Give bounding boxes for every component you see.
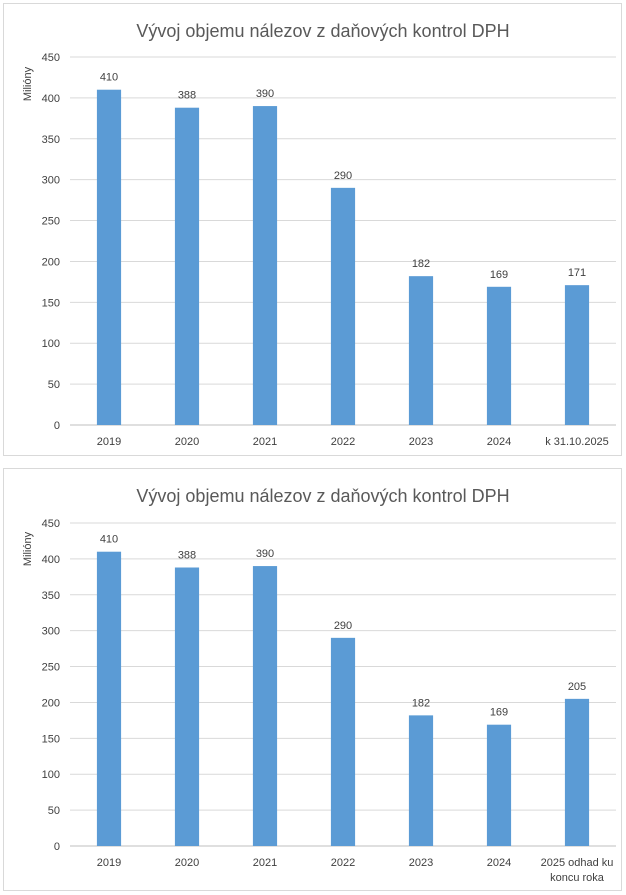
y-tick-label: 0 bbox=[54, 420, 60, 432]
data-label: 390 bbox=[256, 88, 274, 100]
bar-chart-current: Vývoj objemu nálezov z daňových kontrol … bbox=[22, 21, 616, 448]
x-tick-label-line: 2021 bbox=[253, 436, 277, 448]
y-tick-label: 50 bbox=[48, 379, 60, 391]
bar-0 bbox=[96, 89, 122, 425]
y-tick-label: 150 bbox=[42, 733, 60, 745]
x-tick-label: 2021 bbox=[253, 857, 277, 869]
bar-4 bbox=[408, 276, 434, 425]
data-label: 410 bbox=[100, 534, 118, 546]
chart-title: Vývoj objemu nálezov z daňových kontrol … bbox=[136, 486, 509, 506]
x-tick-label-line: 2023 bbox=[409, 857, 433, 869]
x-tick-label: 2019 bbox=[97, 857, 121, 869]
bar-5 bbox=[486, 286, 512, 425]
y-tick-label: 300 bbox=[42, 175, 60, 187]
y-tick-label: 150 bbox=[42, 297, 60, 309]
x-tick-label: 2023 bbox=[409, 857, 433, 869]
x-tick-label: 2025 odhad ku koncu roka bbox=[541, 857, 614, 884]
x-tick-label: 2023 bbox=[409, 436, 433, 448]
y-tick-label: 100 bbox=[42, 769, 60, 781]
y-tick-label: 300 bbox=[42, 626, 60, 638]
data-label: 182 bbox=[412, 258, 430, 270]
x-tick-label-line: 2021 bbox=[253, 857, 277, 869]
y-tick-label: 200 bbox=[42, 256, 60, 268]
data-label: 388 bbox=[178, 90, 196, 102]
bar-3 bbox=[330, 637, 356, 846]
data-label: 390 bbox=[256, 548, 274, 560]
x-tick-label-line: 2019 bbox=[97, 857, 121, 869]
y-tick-label: 0 bbox=[54, 841, 60, 853]
bar-2 bbox=[252, 106, 278, 426]
y-tick-label: 250 bbox=[42, 662, 60, 674]
x-tick-label: 2022 bbox=[331, 436, 355, 448]
chart-title: Vývoj objemu nálezov z daňových kontrol … bbox=[136, 21, 509, 41]
x-tick-label: 2022 bbox=[331, 857, 355, 869]
bar-4 bbox=[408, 715, 434, 846]
bar-3 bbox=[330, 187, 356, 425]
x-tick-label-line: 2024 bbox=[487, 436, 511, 448]
y-tick-label: 400 bbox=[42, 93, 60, 105]
x-tick-label: 2020 bbox=[175, 857, 199, 869]
y-tick-label: 350 bbox=[42, 590, 60, 602]
data-label: 290 bbox=[334, 170, 352, 182]
x-tick-label: 2019 bbox=[97, 436, 121, 448]
x-tick-label-line: 2023 bbox=[409, 436, 433, 448]
x-tick-label: k 31.10.2025 bbox=[545, 436, 609, 448]
chart-panel-current: Vývoj objemu nálezov z daňových kontrol … bbox=[3, 3, 622, 456]
y-axis-label: Milióny bbox=[22, 66, 34, 101]
y-tick-label: 250 bbox=[42, 216, 60, 228]
data-label: 169 bbox=[490, 707, 508, 719]
y-tick-label: 100 bbox=[42, 338, 60, 350]
bar-1 bbox=[174, 567, 200, 846]
x-tick-label-line: 2025 odhad ku bbox=[541, 857, 614, 869]
y-tick-label: 400 bbox=[42, 554, 60, 566]
y-tick-label: 200 bbox=[42, 697, 60, 709]
x-tick-label: 2021 bbox=[253, 436, 277, 448]
chart-panel-estimate: Vývoj objemu nálezov z daňových kontrol … bbox=[3, 468, 622, 891]
x-tick-label-line: k 31.10.2025 bbox=[545, 436, 609, 448]
bar-0 bbox=[96, 551, 122, 846]
data-label: 182 bbox=[412, 697, 430, 709]
bar-5 bbox=[486, 724, 512, 846]
x-tick-label-line: 2022 bbox=[331, 436, 355, 448]
bar-1 bbox=[174, 107, 200, 426]
x-tick-label-line: 2020 bbox=[175, 857, 199, 869]
x-tick-label-line: koncu roka bbox=[550, 872, 605, 884]
x-tick-label: 2020 bbox=[175, 436, 199, 448]
x-tick-label-line: 2019 bbox=[97, 436, 121, 448]
data-label: 290 bbox=[334, 620, 352, 632]
x-tick-label: 2024 bbox=[487, 857, 511, 869]
y-tick-label: 350 bbox=[42, 134, 60, 146]
bar-6 bbox=[564, 698, 590, 846]
bar-2 bbox=[252, 566, 278, 846]
x-tick-label-line: 2024 bbox=[487, 857, 511, 869]
data-label: 410 bbox=[100, 72, 118, 84]
y-tick-label: 50 bbox=[48, 805, 60, 817]
bar-6 bbox=[564, 285, 590, 425]
x-tick-label-line: 2020 bbox=[175, 436, 199, 448]
y-tick-label: 450 bbox=[42, 52, 60, 64]
x-tick-label-line: 2022 bbox=[331, 857, 355, 869]
data-label: 388 bbox=[178, 550, 196, 562]
data-label: 171 bbox=[568, 267, 586, 279]
y-tick-label: 450 bbox=[42, 518, 60, 530]
data-label: 169 bbox=[490, 269, 508, 281]
data-label: 205 bbox=[568, 681, 586, 693]
bar-chart-estimate: Vývoj objemu nálezov z daňových kontrol … bbox=[22, 486, 616, 884]
y-axis-label: Milióny bbox=[22, 531, 34, 566]
x-tick-label: 2024 bbox=[487, 436, 511, 448]
